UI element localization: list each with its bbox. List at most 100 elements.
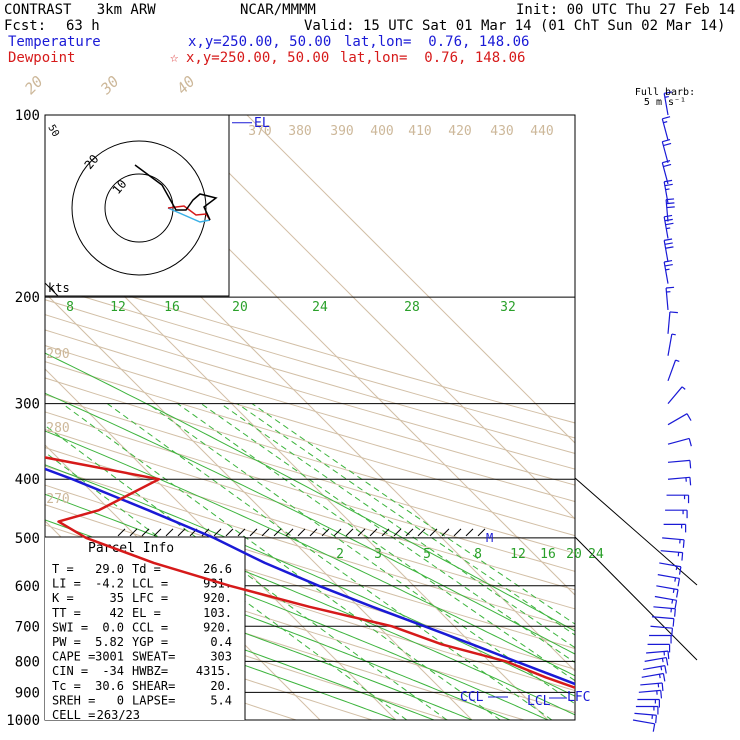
wind-barb-flag <box>664 665 667 674</box>
parcel-info-value: -4.2 <box>95 577 124 591</box>
mixing-ratio-label: 16 <box>164 300 180 315</box>
mixing-ratio-label: 8 <box>474 547 482 562</box>
pressure-label: 100 <box>15 108 40 124</box>
parcel-info-key: CAPE = <box>52 650 95 664</box>
wind-barb-flag <box>671 628 674 637</box>
hatch-mark <box>273 528 282 537</box>
dry-adiabat-line <box>45 299 575 454</box>
wind-barb <box>634 712 657 724</box>
parcel-info-key: EL = <box>132 606 161 620</box>
hodograph-units-label: kts <box>48 281 70 295</box>
hatch-mark <box>321 528 330 537</box>
mixing-ratio-label: 20 <box>232 300 248 315</box>
sounding-profiles <box>45 456 575 690</box>
wind-barb-flag <box>662 673 666 682</box>
theta-label: 290 <box>46 347 69 362</box>
hatch-mark <box>165 528 174 537</box>
wind-barb <box>640 682 664 692</box>
barb-legend-title: Full barb: <box>635 87 695 98</box>
fcst-hour: 63 h <box>66 18 100 34</box>
barb-legend-unit: 5 m s⁻¹ <box>644 97 686 108</box>
dry-adiabat-line <box>45 447 575 610</box>
hatch-mark <box>441 528 450 537</box>
dry-adiabat-line <box>45 484 575 650</box>
wind-barb-half-flag <box>675 565 678 571</box>
pressure-label: 1000 <box>6 713 40 729</box>
hatch-mark <box>381 528 390 537</box>
wind-barb-flag <box>661 682 664 692</box>
dewpoint-legend-xy: x,y=250.00, 50.00 <box>186 50 330 66</box>
hatch-mark <box>153 528 162 537</box>
parcel-info-value: 920. <box>203 591 232 605</box>
isotherm-line <box>45 368 397 720</box>
wind-barb <box>641 672 666 682</box>
wind-barb-flag <box>686 413 692 421</box>
hatch-mark <box>285 528 294 537</box>
hatch-mark <box>393 528 402 537</box>
parcel-info-key: CELL = <box>52 708 95 722</box>
wind-barb-flag <box>664 91 673 94</box>
wind-barb-flag <box>681 552 684 561</box>
mixing-ratio-line <box>45 424 448 720</box>
parcel-info-key: CIN = <box>52 664 88 678</box>
theta-label: 410 <box>408 124 431 139</box>
parcel-info-background <box>45 537 245 720</box>
isotherm-label: 40 <box>173 72 199 98</box>
parcel-info-key: PW = <box>52 635 81 649</box>
wind-barb-staff <box>662 537 685 541</box>
isotherm-line <box>170 115 575 520</box>
wind-barb-half-flag <box>658 674 661 679</box>
parcel-info-key: TT = <box>52 606 81 620</box>
wind-barb-staff <box>657 574 680 580</box>
theta-label: 430 <box>490 124 513 139</box>
wind-barb <box>665 286 675 310</box>
mixing-ratio-label: 16 <box>540 547 556 562</box>
wind-barb-staff <box>653 606 676 610</box>
mixing-ratio-label: 20 <box>566 547 582 562</box>
parcel-info-value: 263/23 <box>97 708 140 722</box>
dewpoint-legend-latlon: lat,lon= 0.76, 148.06 <box>340 50 526 66</box>
wind-barb <box>649 634 672 644</box>
valid-time: Valid: 15 UTC Sat 01 Mar 14 (01 ChT Sun … <box>304 18 726 34</box>
wind-barb-flag <box>667 651 670 660</box>
parcel-info-key: YGP = <box>132 635 168 649</box>
parcel-info-value: 29.0 <box>95 562 124 576</box>
barb-legend: Full barb:5 m s⁻¹ <box>635 87 695 108</box>
mixing-ratio-label: 8 <box>66 300 74 315</box>
wind-barb-staff <box>654 595 677 601</box>
wind-barb-flag <box>676 589 679 598</box>
pressure-label: 300 <box>15 397 40 413</box>
el-label: EL <box>254 116 270 131</box>
wind-barb-flag <box>664 263 673 267</box>
temperature-legend-label: Temperature <box>8 34 101 50</box>
parcel-info-value: 5.82 <box>95 635 124 649</box>
wind-barb-flag <box>664 238 673 241</box>
wind-barb-staff <box>667 437 690 445</box>
wind-barb <box>650 625 674 637</box>
wind-barb <box>667 359 680 382</box>
wind-barb <box>660 550 684 561</box>
hatch-mark <box>345 528 354 537</box>
parcel-info-value: 4315. <box>196 664 232 678</box>
dry-adiabat-line <box>45 329 575 486</box>
wind-barb-half-flag <box>681 386 686 390</box>
wind-barb <box>667 311 678 334</box>
wind-barb-staff <box>667 459 690 463</box>
ccl-label: CCL <box>460 690 484 705</box>
mixing-ratio-line <box>220 403 575 649</box>
wind-barb-flag <box>666 206 675 209</box>
mixing-ratio-line <box>62 403 501 720</box>
pressure-label: 200 <box>15 290 40 306</box>
wind-barb-half-flag <box>663 121 668 124</box>
wind-barb <box>663 214 674 239</box>
wind-barb <box>662 537 685 548</box>
lfc-label: LFC <box>567 690 590 705</box>
temperature-profile-line <box>45 467 575 686</box>
parcel-info-key: LAPSE= <box>132 693 175 707</box>
theta-label: 400 <box>370 124 393 139</box>
barb-guide-line <box>574 536 698 661</box>
wind-barb-staff <box>632 719 655 725</box>
dry-adiabat-line <box>45 465 575 629</box>
